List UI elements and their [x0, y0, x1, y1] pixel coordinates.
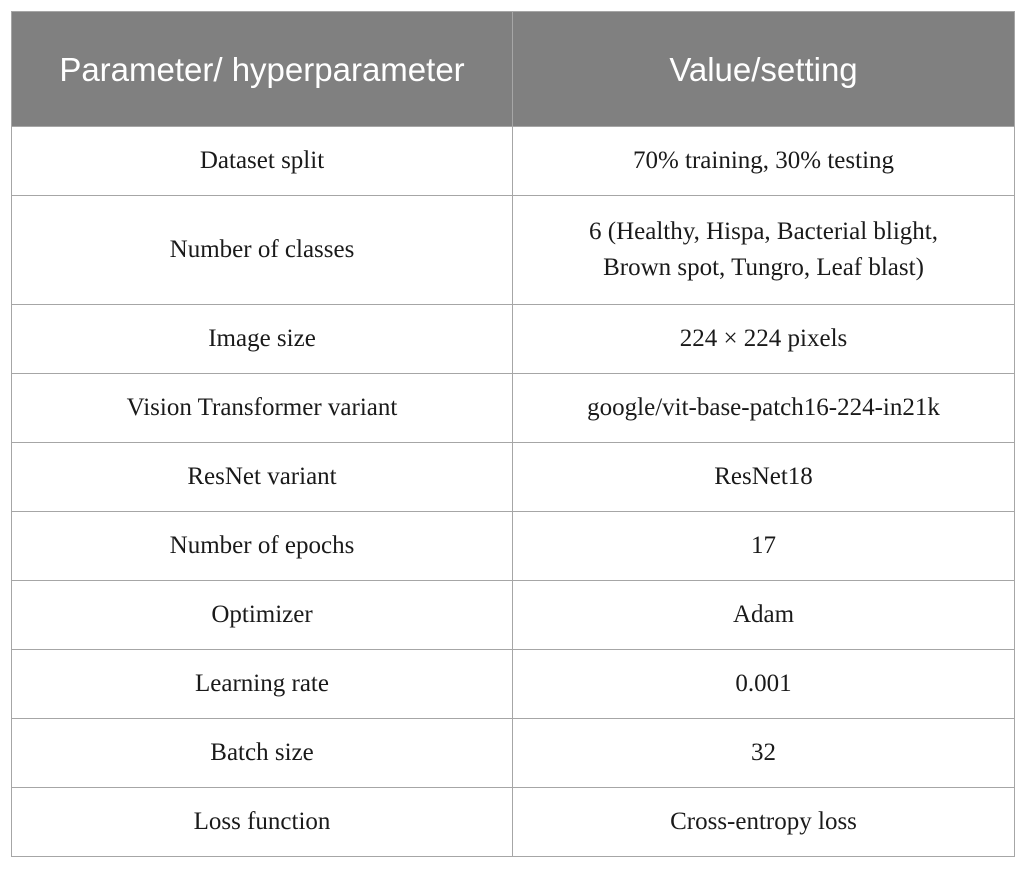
- value-cell: 32: [512, 718, 1015, 788]
- parameter-table-container: Parameter/ hyperparameter Value/setting …: [11, 11, 1015, 857]
- header-value: Value/setting: [512, 11, 1015, 127]
- table-row: Loss function Cross-entropy loss: [11, 787, 1015, 857]
- value-cell: 17: [512, 511, 1015, 581]
- table-row: ResNet variant ResNet18: [11, 442, 1015, 512]
- parameter-table: Parameter/ hyperparameter Value/setting …: [11, 11, 1015, 857]
- value-cell: ResNet18: [512, 442, 1015, 512]
- value-cell: 224 × 224 pixels: [512, 304, 1015, 374]
- table-row: Number of classes 6 (Healthy, Hispa, Bac…: [11, 195, 1015, 305]
- table-header-row: Parameter/ hyperparameter Value/setting: [11, 11, 1015, 127]
- value-cell: google/vit-base-patch16-224-in21k: [512, 373, 1015, 443]
- table-row: Optimizer Adam: [11, 580, 1015, 650]
- parameter-cell: Optimizer: [11, 580, 513, 650]
- parameter-cell: Batch size: [11, 718, 513, 788]
- parameter-cell: Image size: [11, 304, 513, 374]
- table-row: Learning rate 0.001: [11, 649, 1015, 719]
- table-row: Vision Transformer variant google/vit-ba…: [11, 373, 1015, 443]
- parameter-cell: ResNet variant: [11, 442, 513, 512]
- parameter-cell: Learning rate: [11, 649, 513, 719]
- header-parameter: Parameter/ hyperparameter: [11, 11, 513, 127]
- table-row: Dataset split 70% training, 30% testing: [11, 126, 1015, 196]
- parameter-cell: Number of epochs: [11, 511, 513, 581]
- parameter-cell: Dataset split: [11, 126, 513, 196]
- value-cell: Cross-entropy loss: [512, 787, 1015, 857]
- parameter-cell: Number of classes: [11, 195, 513, 305]
- parameter-cell: Loss function: [11, 787, 513, 857]
- value-cell: 6 (Healthy, Hispa, Bacterial blight, Bro…: [512, 195, 1015, 305]
- parameter-cell: Vision Transformer variant: [11, 373, 513, 443]
- value-cell: Adam: [512, 580, 1015, 650]
- table-row: Number of epochs 17: [11, 511, 1015, 581]
- table-row: Image size 224 × 224 pixels: [11, 304, 1015, 374]
- value-cell: 0.001: [512, 649, 1015, 719]
- value-cell: 70% training, 30% testing: [512, 126, 1015, 196]
- table-row: Batch size 32: [11, 718, 1015, 788]
